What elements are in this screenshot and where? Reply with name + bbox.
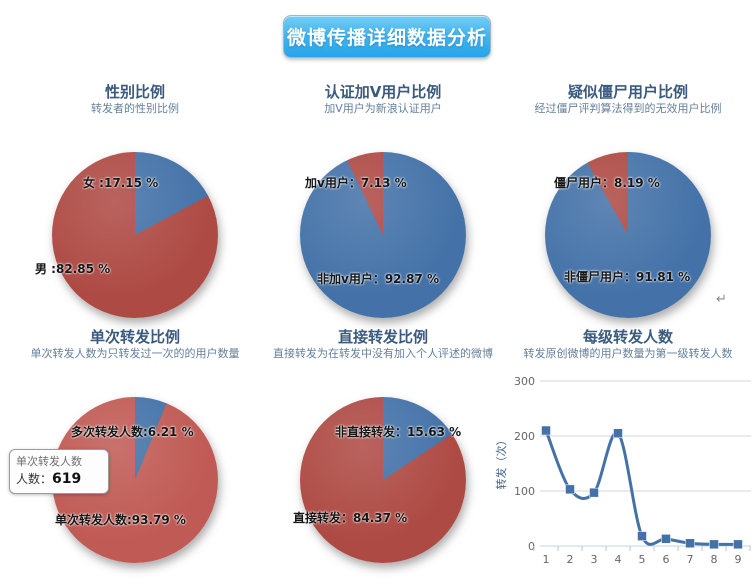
pie-chart-single-repost: 多次转发人数:6.21 % 单次转发人数:93.79 % 单次转发人数 人数：6… [9,363,255,568]
pie-slice-label-male: 男 :82.85 % [35,262,111,276]
svg-text:2: 2 [567,553,574,566]
pie-gender[interactable] [52,152,218,318]
panel-gender-ratio: 性别比例 转发者的性别比例 女 :17.15 % 男 :82.85 % [15,83,255,328]
panel-repost-per-level: 每级转发人数 转发原创微博的用户数量为第一级转发人数 转发（次） 0 100 200… [495,328,751,584]
panel-single-repost-ratio: 单次转发比例 单次转发人数为只转发过一次的的用户数量 多次转发人数:6.21 %… [9,328,255,573]
svg-text:100: 100 [514,485,535,498]
svg-text:9: 9 [735,553,742,566]
svg-text:4: 4 [615,553,622,566]
svg-text:1: 1 [543,553,550,566]
panel-verified-ratio: 认证加V用户比例 加V用户为新浪认证用户 加v用户：7.13 % 非加v用户：9… [263,83,503,328]
svg-text:6: 6 [663,553,670,566]
panel-subtitle: 直接转发为在转发中没有加入个人评述的微博 [273,347,493,360]
panel-subtitle: 经过僵尸评判算法得到的无效用户比例 [534,102,722,115]
pie-verified[interactable] [300,152,466,318]
pie-slice-label-female: 女 :17.15 % [83,176,159,190]
svg-text:300: 300 [514,375,535,388]
tooltip-value-row: 人数：619 [16,471,82,487]
page-title-button[interactable]: 微博传播详细数据分析 [283,15,491,58]
pie-direct-repost[interactable] [300,397,466,563]
pie-chart-gender: 女 :17.15 % 男 :82.85 % [15,118,255,323]
svg-text:7: 7 [687,553,694,566]
panel-title: 认证加V用户比例 [324,83,442,101]
panel-subtitle: 加V用户为新浪认证用户 [324,102,442,115]
pie-slice-label-nonzombie: 非僵尸用户：91.81 % [564,270,691,284]
panel-title: 性别比例 [104,83,165,101]
chart-tooltip: 单次转发人数 人数：619 [9,449,109,494]
pie-slice-label-verified: 加v用户：7.13 % [305,176,407,190]
return-mark-glyph: ↵ [716,292,727,307]
panel-direct-repost-ratio: 直接转发比例 直接转发为在转发中没有加入个人评述的微博 非直接转发：15.63 … [263,328,503,573]
panel-subtitle: 转发原创微博的用户数量为第一级转发人数 [523,347,733,360]
pie-slice-label-direct: 直接转发：84.37 % [293,511,408,525]
panel-title: 单次转发比例 [89,328,180,346]
panel-title: 每级转发人数 [582,328,673,346]
panel-title: 疑似僵尸用户比例 [567,83,688,101]
svg-text:5: 5 [639,553,646,566]
pie-chart-verified: 加v用户：7.13 % 非加v用户：92.87 % [263,118,503,323]
line-chart-repost-levels[interactable]: 0 100 200 300 1 2 3 4 5 6 7 8 9 [508,364,752,584]
panel-zombie-ratio: 疑似僵尸用户比例 经过僵尸评判算法得到的无效用户比例 僵尸用户：8.19 % 非… [508,83,748,328]
panel-subtitle: 转发者的性别比例 [91,102,179,115]
pie-slice-label-indirect: 非直接转发：15.63 % [335,425,462,439]
svg-text:0: 0 [528,540,535,553]
pie-zombie[interactable] [545,152,711,318]
pie-slice-label-multi-repost: 多次转发人数:6.21 % [71,425,194,439]
tooltip-series-name: 单次转发人数 [16,455,82,468]
pie-slice-label-single-repost: 单次转发人数:93.79 % [55,513,186,527]
pie-slice-label-zombie: 僵尸用户：8.19 % [554,176,660,190]
pie-chart-zombie: 僵尸用户：8.19 % 非僵尸用户：91.81 % [508,118,748,323]
tooltip-value: 619 [52,471,82,487]
panel-subtitle: 单次转发人数为只转发过一次的的用户数量 [30,347,240,360]
svg-text:8: 8 [711,553,718,566]
panel-title: 直接转发比例 [337,328,428,346]
pie-chart-direct-repost: 非直接转发：15.63 % 直接转发：84.37 % [263,363,503,568]
y-axis-label: 转发（次） [495,434,508,490]
pie-slice-label-nonverified: 非加v用户：92.87 % [317,272,439,286]
svg-text:200: 200 [514,430,535,443]
svg-text:3: 3 [591,553,598,566]
